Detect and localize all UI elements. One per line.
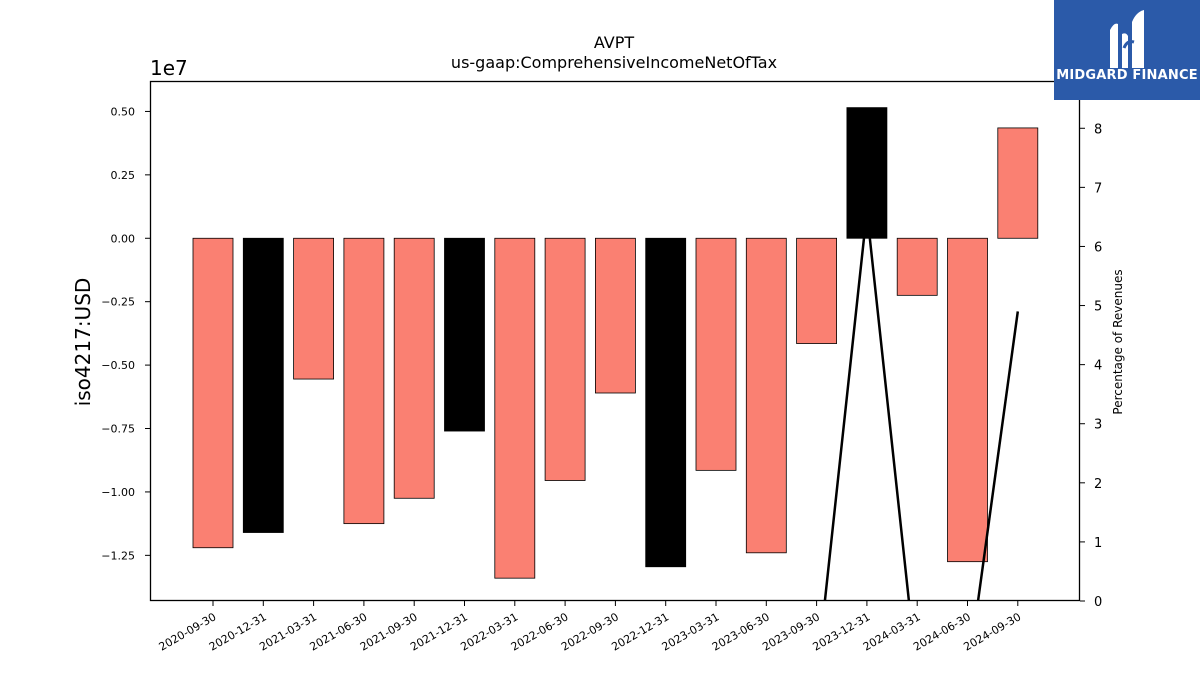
y2-axis-label: Percentage of Revenues [1111, 269, 1125, 414]
bar-2024-06-30 [947, 237, 988, 563]
y2-tick-label: 3 [1094, 418, 1102, 433]
bar-2022-06-30 [544, 237, 586, 481]
y-ticks-group: 0.50 0.25 0.00 −0.25 −0.50 −0.75 −1.00 −1.25 [101, 105, 150, 562]
bar-2020-09-30 [192, 237, 234, 549]
y-tick-label: 0.25 [111, 169, 136, 182]
bar-2024-09-30 [997, 127, 1039, 239]
chart-title: AVPT [594, 33, 635, 52]
midgard-finance-logo: MIDGARD FINANCE [1054, 0, 1200, 100]
logo-text: MIDGARD FINANCE [1056, 68, 1198, 83]
y2-tick-label: 5 [1094, 300, 1102, 315]
bar-2021-03-31 [293, 237, 335, 380]
bar-2021-06-30 [343, 237, 385, 525]
y2-tick-label: 2 [1094, 477, 1102, 492]
bar-2020-12-31 [242, 237, 284, 533]
bars-group [192, 107, 1039, 579]
plot-frame [149, 80, 1081, 602]
bar-2022-03-31 [494, 237, 536, 579]
bar-2021-09-30 [393, 237, 435, 499]
midgard-logo-icon [1110, 10, 1144, 68]
bar-2023-06-30 [745, 237, 787, 554]
y2-ticks-group: 0 1 2 3 4 5 6 7 8 [1080, 122, 1102, 610]
y2-tick-label: 1 [1094, 536, 1102, 551]
percentage-line-segment-2 [976, 311, 1020, 601]
bar-2022-12-31 [645, 237, 687, 568]
bar-2022-09-30 [595, 237, 636, 394]
x-ticks-group: 2020-09-302020-12-312021-03-312021-06-30… [157, 601, 1023, 654]
percentage-line-segment-1 [823, 210, 911, 601]
y2-tick-label: 6 [1094, 240, 1102, 255]
bar-2023-03-31 [695, 237, 737, 471]
chart-subtitle: us-gaap:ComprehensiveIncomeNetOfTax [451, 53, 777, 72]
y-scale-label: 1e7 [150, 56, 188, 80]
percentage-line-group [823, 210, 1020, 601]
y2-tick-label: 7 [1094, 181, 1102, 196]
bar-2023-09-30 [796, 237, 837, 344]
bar-2021-12-31 [444, 237, 485, 432]
y2-tick-label: 4 [1094, 359, 1102, 374]
y-tick-label: −0.50 [101, 359, 135, 372]
y-tick-label: −0.75 [101, 423, 135, 436]
y-axis-label: iso4217:USD [71, 278, 95, 407]
y-tick-label: −1.00 [101, 486, 135, 499]
y2-tick-label: 0 [1094, 595, 1102, 610]
y-tick-label: 0.50 [111, 105, 136, 118]
y2-tick-label: 8 [1094, 122, 1102, 137]
y-tick-label: −1.25 [101, 549, 135, 562]
bar-2024-03-31 [896, 237, 938, 296]
x-tick-label: 2024-09-30 [961, 610, 1023, 653]
y-tick-label: −0.25 [101, 296, 135, 309]
y-tick-label: 0.00 [111, 232, 136, 245]
